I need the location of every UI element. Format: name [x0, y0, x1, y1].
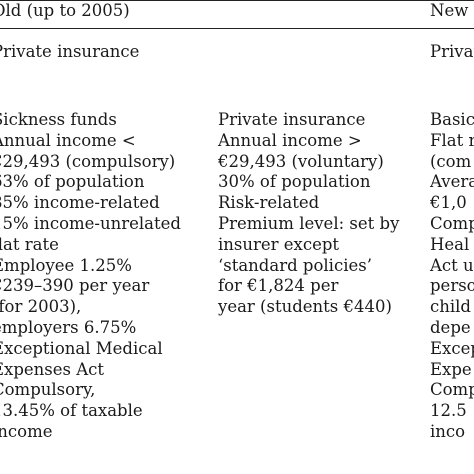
table-cell-line: 15% income-unrelated: [0, 213, 181, 233]
table-cell-line: €29,493 (voluntary): [218, 151, 384, 171]
table-cell-line: Flat r: [430, 130, 474, 150]
table-cell-line: insurer except: [218, 234, 340, 254]
table-cell-line: Heal: [430, 234, 470, 254]
table-cell-line: Compulsory,: [0, 380, 96, 400]
table-cell-line: Private insurance: [218, 110, 366, 129]
table-cell-line: Annual income <: [0, 130, 136, 150]
table-cell-line: 13.45% of taxable: [0, 401, 143, 421]
table-cell-line: for €1,824 per: [218, 276, 339, 296]
table-cell-line: employers 6.75%: [0, 317, 137, 337]
table-cell-line: (for 2003),: [0, 297, 82, 317]
subheader-new-scheme: Private: [430, 42, 474, 61]
table-cell-line: flat rate: [0, 234, 59, 254]
table-cell-line: ‘standard policies’: [218, 255, 372, 275]
table-cell-line: Premium level: set by: [218, 213, 400, 233]
table-cell-line: Exceptional Medical: [0, 338, 163, 358]
table-cell-line: year (students €440): [218, 297, 392, 317]
table-cell-line: 12.5: [430, 401, 467, 421]
table-cell-line: (com: [430, 151, 472, 171]
private-insurance-column: Private insurance Annual income > €29,493 …: [218, 110, 399, 318]
table-cell-line: 63% of population: [0, 172, 145, 192]
table-cell-line: €29,493 (compulsory): [0, 151, 176, 171]
table-cell-line: perso: [430, 276, 474, 296]
table-cell-line: income: [0, 421, 53, 441]
header-rule: [0, 28, 474, 29]
subheader-old-scheme: Private insurance: [0, 42, 140, 61]
new-system-column: Basic Flat r (com Avera €1,0 Comp Heal Act u per…: [430, 110, 474, 443]
table-cell-line: inco: [430, 421, 466, 441]
column-header-new: New: [430, 1, 469, 20]
table-cell-line: 85% income-related: [0, 193, 160, 213]
table-cell-line: child: [430, 297, 471, 317]
table-cell-line: Basic: [430, 110, 474, 129]
table-cell-line: Avera: [430, 172, 474, 192]
table-cell-line: Expenses Act: [0, 359, 105, 379]
column-header-old: Old (up to 2005): [0, 1, 130, 20]
table-cell-line: Annual income >: [218, 130, 362, 150]
table-cell-line: €1,0: [430, 193, 467, 213]
table-cell-line: Expe: [430, 359, 472, 379]
table-cell-line: Compu: [430, 380, 474, 400]
table-cell-line: Excep: [430, 338, 474, 358]
table-cell-line: €239–390 per year: [0, 276, 150, 296]
table-cell-line: Employee 1.25%: [0, 255, 132, 275]
table-cell-line: depe: [430, 317, 471, 337]
table-cell-line: Comp: [430, 213, 474, 233]
sickness-funds-column: Sickness funds Annual income < €29,493 (co…: [0, 110, 181, 443]
table-cell-line: 30% of population: [218, 172, 371, 192]
table-cell-line: Risk-related: [218, 193, 320, 213]
table-cell-line: Act u: [430, 255, 474, 275]
table-cell-line: Sickness funds: [0, 110, 117, 129]
table-top-rule: [0, 0, 474, 1]
